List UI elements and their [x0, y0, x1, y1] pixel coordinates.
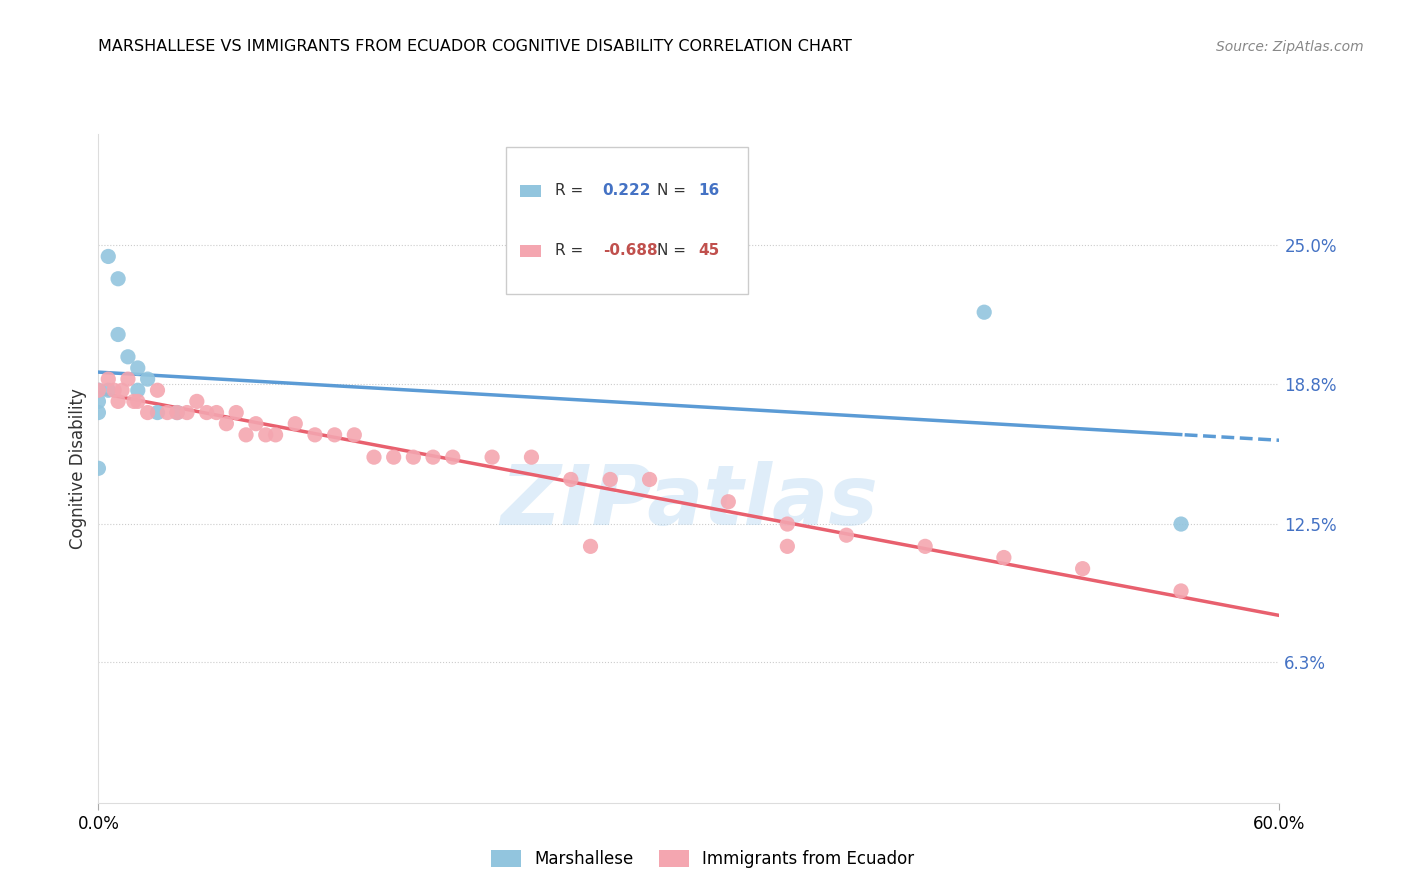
Point — [166, 406, 188, 420]
Point — [122, 394, 145, 409]
Point — [560, 473, 582, 487]
Point — [87, 384, 110, 398]
Point — [520, 450, 543, 465]
Point — [993, 550, 1015, 565]
Point — [97, 250, 120, 264]
Text: R =: R = — [555, 244, 589, 259]
Text: 16: 16 — [699, 183, 720, 198]
Point — [117, 372, 139, 386]
Text: MARSHALLESE VS IMMIGRANTS FROM ECUADOR COGNITIVE DISABILITY CORRELATION CHART: MARSHALLESE VS IMMIGRANTS FROM ECUADOR C… — [98, 38, 852, 54]
Point — [156, 406, 179, 420]
Point — [363, 450, 385, 465]
Point — [117, 350, 139, 364]
Point — [638, 473, 661, 487]
Point — [107, 327, 129, 342]
Point — [422, 450, 444, 465]
Point — [1170, 584, 1192, 599]
FancyBboxPatch shape — [520, 245, 541, 257]
Point — [776, 539, 799, 553]
Point — [481, 450, 503, 465]
Point — [87, 384, 110, 398]
Text: 45: 45 — [699, 244, 720, 259]
Point — [441, 450, 464, 465]
Text: R =: R = — [555, 183, 589, 198]
Point — [146, 406, 169, 420]
Point — [127, 394, 149, 409]
Point — [835, 528, 858, 542]
Point — [264, 428, 287, 442]
Point — [973, 305, 995, 319]
Text: -0.688: -0.688 — [603, 244, 658, 259]
Point — [136, 406, 159, 420]
Point — [97, 384, 120, 398]
Legend: Marshallese, Immigrants from Ecuador: Marshallese, Immigrants from Ecuador — [485, 843, 921, 875]
Point — [245, 417, 267, 431]
Point — [579, 539, 602, 553]
Point — [717, 494, 740, 508]
Point — [599, 473, 621, 487]
Point — [254, 428, 277, 442]
Point — [776, 517, 799, 532]
Point — [87, 406, 110, 420]
Point — [87, 461, 110, 475]
Point — [914, 539, 936, 553]
Point — [323, 428, 346, 442]
Text: N =: N = — [657, 244, 690, 259]
Point — [186, 394, 208, 409]
Text: N =: N = — [657, 183, 690, 198]
Point — [136, 372, 159, 386]
Text: 0.222: 0.222 — [603, 183, 651, 198]
Point — [87, 394, 110, 409]
Point — [215, 417, 238, 431]
Point — [103, 384, 125, 398]
Point — [284, 417, 307, 431]
Point — [225, 406, 247, 420]
FancyBboxPatch shape — [506, 147, 748, 294]
Point — [205, 406, 228, 420]
Text: Source: ZipAtlas.com: Source: ZipAtlas.com — [1216, 39, 1364, 54]
FancyBboxPatch shape — [520, 185, 541, 197]
Point — [166, 406, 188, 420]
Point — [107, 394, 129, 409]
Point — [1071, 562, 1094, 576]
Y-axis label: Cognitive Disability: Cognitive Disability — [69, 388, 87, 549]
Point — [402, 450, 425, 465]
Point — [111, 384, 134, 398]
Point — [195, 406, 218, 420]
Point — [127, 384, 149, 398]
Point — [343, 428, 366, 442]
Point — [107, 272, 129, 286]
Point — [1170, 517, 1192, 532]
Point — [235, 428, 257, 442]
Point — [146, 384, 169, 398]
Point — [176, 406, 198, 420]
Text: ZIPatlas: ZIPatlas — [501, 461, 877, 542]
Point — [304, 428, 326, 442]
Point — [382, 450, 405, 465]
Point — [127, 361, 149, 376]
Point — [97, 372, 120, 386]
